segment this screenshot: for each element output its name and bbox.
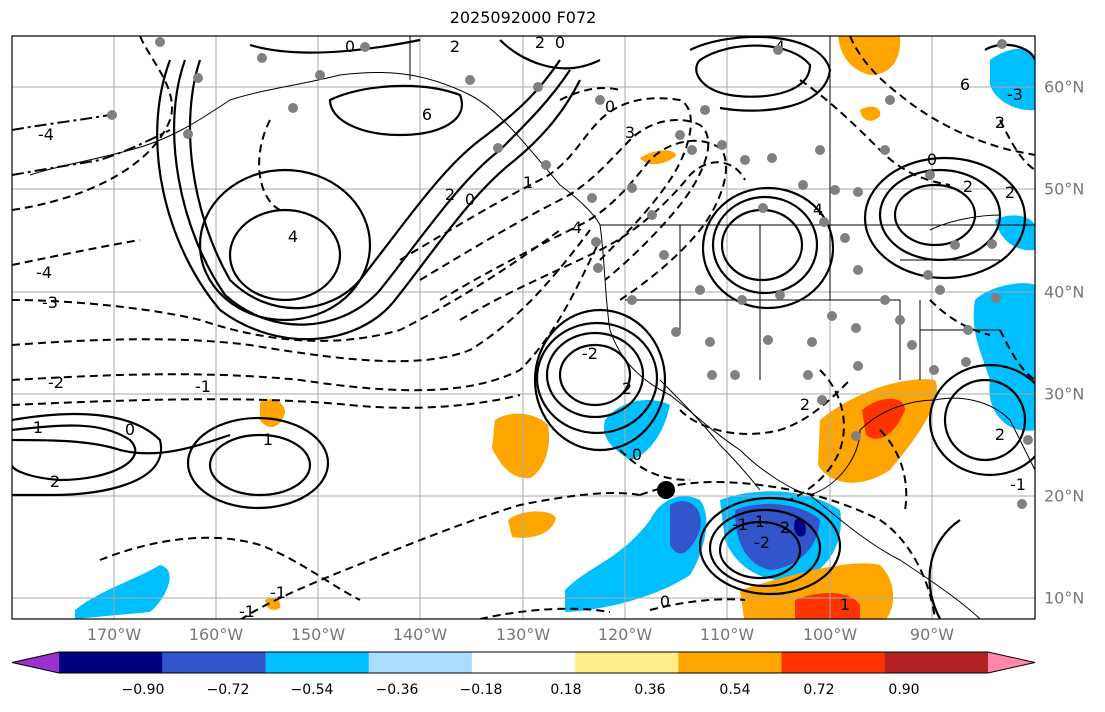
contour-label: 2 (963, 177, 973, 196)
contours-dashdot (12, 114, 171, 176)
shaded-anomalies (75, 36, 1035, 619)
contour-label: -1 (195, 377, 211, 396)
contour-label: 1 (840, 595, 850, 614)
contour-label: 1 (33, 418, 43, 437)
lon-label: 100°W (802, 625, 858, 644)
map-title: 2025092000 F072 (449, 8, 597, 27)
gridlines (12, 36, 1035, 619)
anomaly-red-gulf (862, 398, 905, 439)
anomaly-blue-pacific-sw (75, 565, 170, 619)
contour-label: 0 (125, 420, 135, 439)
lon-label: 150°W (290, 625, 346, 644)
lon-label: 110°W (699, 625, 755, 644)
colorbar-tick-label: 0.54 (719, 682, 751, 698)
colorbar-tick-label: 0.90 (888, 682, 920, 698)
station-dots (107, 37, 1033, 509)
contour-label: 1 (263, 430, 273, 449)
anomaly-orange-canada (838, 36, 901, 75)
colorbar-tick-label: −0.18 (459, 682, 503, 698)
contour-labels: 0 2 2 0 4 6 4 -4 -4 -3 -2 -1 2 0 1 0 3 4… (33, 33, 1026, 621)
lat-label: 40°N (1044, 282, 1085, 302)
contour-label: 2 (535, 33, 545, 52)
colorbar-tick-label: 0.72 (803, 682, 835, 698)
contour-label: 0 (555, 33, 565, 52)
anomaly-navy (794, 518, 806, 537)
anomaly-blue-tropical-dark (670, 501, 701, 554)
lon-label: 160°W (188, 625, 244, 644)
contour-label: -3 (1007, 85, 1023, 104)
contour-label: 2 (450, 37, 460, 56)
contours (12, 36, 1035, 619)
contour-label: 2 (50, 472, 60, 491)
contours-dashed (12, 36, 1035, 619)
contour-label: 0 (927, 150, 937, 169)
contour-label: -1 (1010, 475, 1026, 494)
contour-label: 0 (465, 190, 475, 209)
contour-label: 4 (813, 200, 823, 219)
contour-label: 0 (660, 592, 670, 611)
contour-label: 0 (605, 97, 615, 116)
contour-label: 3 (625, 123, 635, 142)
contour-label: -4 (38, 125, 54, 144)
lat-label: 30°N (1044, 384, 1085, 404)
contour-label: -2 (48, 373, 64, 392)
contour-label: -2 (754, 533, 770, 552)
lat-label: 10°N (1044, 588, 1085, 608)
colorbar-tick-label: −0.72 (206, 682, 250, 698)
anomaly-orange-nm (860, 106, 881, 121)
lon-label: 120°W (597, 625, 653, 644)
colorbar-tick-label: 0.18 (550, 682, 582, 698)
contour-label: 2 (445, 185, 455, 204)
contour-label: 2 (995, 113, 1005, 132)
contour-label: -3 (42, 293, 58, 312)
contour-label: -4 (36, 263, 52, 282)
lon-label: 90°W (909, 625, 955, 644)
contour-label: -1 (239, 602, 255, 621)
lon-label: 140°W (392, 625, 448, 644)
colorbar-tick-label: 0.36 (634, 682, 666, 698)
coastlines (29, 36, 1035, 619)
lat-label: 50°N (1044, 179, 1085, 199)
anomaly-orange-small2 (508, 511, 556, 538)
contour-label: 0 (632, 445, 642, 464)
colorbar-tick-label: −0.90 (121, 682, 165, 698)
contour-label: 2 (1005, 183, 1015, 202)
contour-label: 2 (780, 518, 790, 537)
contour-label: 2 (995, 425, 1005, 444)
contour-label: 2 (800, 395, 810, 414)
contour-label: 0 (345, 37, 355, 56)
colorbar-tick-label: −0.36 (375, 682, 419, 698)
contour-label: 6 (422, 105, 432, 124)
contour-label: 1 (755, 512, 765, 531)
lat-label: 60°N (1044, 77, 1085, 97)
anomaly-blue-baja (604, 400, 670, 460)
storm-center-marker (657, 481, 675, 499)
lon-label: 130°W (495, 625, 551, 644)
contour-label: 4 (288, 227, 298, 246)
contour-label: -1 (270, 583, 286, 602)
contour-label: 2 (622, 379, 632, 398)
contour-label: 1 (523, 173, 533, 192)
lon-label: 170°W (86, 625, 142, 644)
anomaly-blue-ne (990, 48, 1035, 111)
colorbar-tick-label: −0.54 (290, 682, 334, 698)
lat-label: 20°N (1044, 486, 1085, 506)
contour-label: -2 (582, 344, 598, 363)
contour-label: -1 (732, 515, 748, 534)
contour-label: 4 (572, 218, 582, 237)
contour-label: 6 (960, 75, 970, 94)
anomaly-red-south (795, 593, 860, 619)
anomaly-orange-ne-pacific (492, 413, 550, 479)
